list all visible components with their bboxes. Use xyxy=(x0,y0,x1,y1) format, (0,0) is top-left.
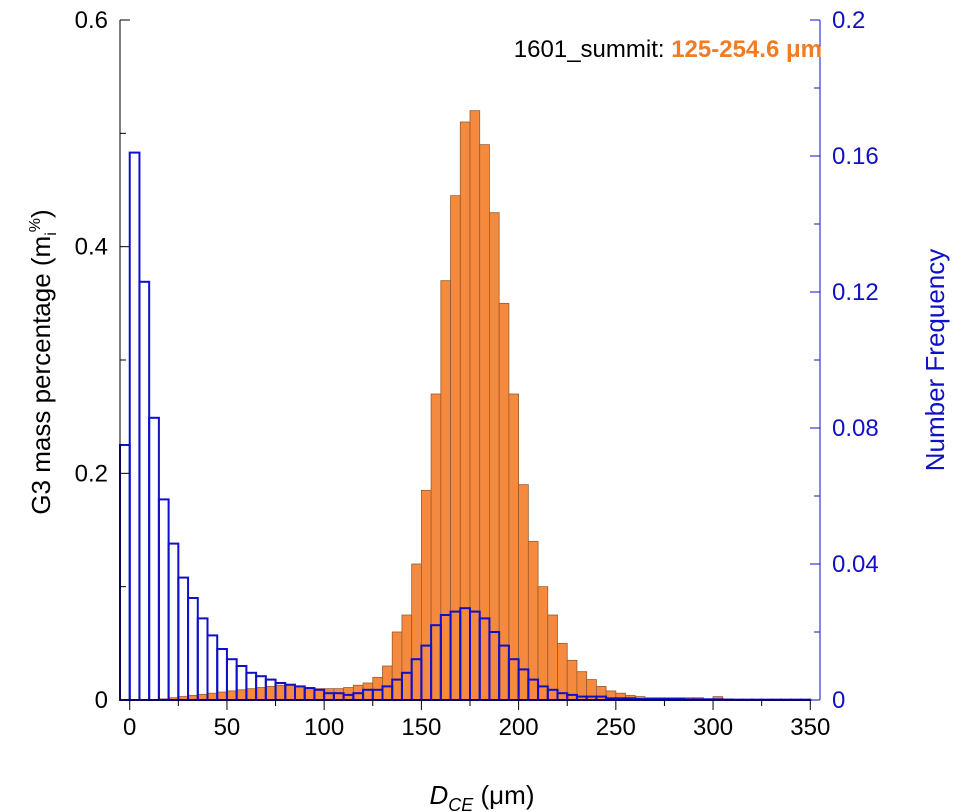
mass-bar xyxy=(265,686,276,701)
annotation-sample: 1601_summit: xyxy=(514,36,671,63)
y-right-tick-label: 0.08 xyxy=(832,415,879,442)
y-axis-left-title: G3 mass percentage (mi%) xyxy=(26,209,60,514)
mass-bar xyxy=(547,614,558,701)
x-axis-title-unit: (μm) xyxy=(473,780,534,810)
y-axis-right-title: Number Frequency xyxy=(920,249,950,472)
x-tick-label: 0 xyxy=(123,714,136,741)
mass-bar xyxy=(479,144,490,701)
mass-bar xyxy=(508,393,520,701)
mass-bar xyxy=(411,563,422,701)
mass-bar xyxy=(382,665,393,701)
x-axis-title: DCE (μm) xyxy=(430,780,535,812)
mass-bar xyxy=(323,688,335,701)
y-right-tick-label: 0.2 xyxy=(832,7,865,34)
number-bar xyxy=(206,634,219,702)
y-left-title-sub: i xyxy=(43,232,60,236)
mass-bar xyxy=(284,684,296,701)
y-right-tick-label: 0.16 xyxy=(832,143,879,170)
x-tick-label: 250 xyxy=(596,714,636,741)
mass-bar xyxy=(518,484,529,701)
mass-bar xyxy=(216,691,228,701)
x-tick-label: 300 xyxy=(693,714,733,741)
number-bar xyxy=(187,597,199,701)
mass-bar xyxy=(343,687,354,701)
mass-bar xyxy=(527,540,539,701)
x-axis-title-main: D xyxy=(430,780,449,810)
x-tick-label: 350 xyxy=(790,714,830,741)
mass-bar xyxy=(294,686,306,701)
x-tick-label: 100 xyxy=(304,714,344,741)
mass-bar xyxy=(450,195,461,701)
x-tick-label: 150 xyxy=(401,714,441,741)
ticks: 0 50 100 150 200 250 300 35000.20.40.600.040.08… xyxy=(75,7,879,741)
y-left-title-main: G3 mass percentage (m xyxy=(26,236,56,515)
mass-bar xyxy=(391,631,403,701)
annotation-size-range: 125-254.6 μm xyxy=(671,36,822,63)
mass-bar xyxy=(275,684,286,701)
mass-bar xyxy=(372,676,383,701)
mass-bar xyxy=(537,586,549,701)
number-bar xyxy=(177,576,190,701)
mass-bar xyxy=(245,688,257,701)
y-left-title-close: ) xyxy=(26,209,56,218)
chart-annotation: 1601_summit: 125-254.6 μm xyxy=(514,36,822,63)
mass-bar xyxy=(304,687,315,701)
mass-bar xyxy=(420,489,432,701)
y-right-tick-label: 0.12 xyxy=(832,279,879,306)
x-tick-label: 200 xyxy=(499,714,539,741)
y-right-tick-label: 0 xyxy=(832,687,845,714)
mass-bar xyxy=(557,642,568,701)
x-tick-label: 50 xyxy=(214,714,241,741)
mass-bar xyxy=(255,687,267,701)
y-left-tick-label: 0.6 xyxy=(75,7,108,34)
y-right-tick-label: 0.04 xyxy=(832,551,879,578)
mass-bar xyxy=(333,688,345,701)
mass-percentage-bars xyxy=(158,110,733,701)
mass-bar xyxy=(236,689,247,701)
mass-bar xyxy=(362,682,374,701)
mass-bar xyxy=(498,302,510,701)
mass-bar xyxy=(226,690,238,701)
y-left-tick-label: 0.2 xyxy=(75,460,108,487)
mass-bar xyxy=(401,614,413,701)
mass-bar xyxy=(489,212,500,701)
number-bar xyxy=(196,617,209,702)
y-left-tick-label: 0.4 xyxy=(75,234,108,261)
mass-bar xyxy=(430,393,442,701)
number-bar xyxy=(138,280,151,701)
number-bar xyxy=(148,416,160,701)
y-left-tick-label: 0 xyxy=(95,687,108,714)
number-bar xyxy=(119,444,131,701)
mass-bar xyxy=(595,686,607,701)
mass-bar xyxy=(459,121,471,701)
mass-bar xyxy=(207,692,218,701)
number-bar xyxy=(167,542,180,701)
mass-bar xyxy=(440,280,451,701)
x-axis-title-sub: CE xyxy=(448,795,474,812)
number-bar xyxy=(128,151,141,702)
number-bar xyxy=(157,498,170,701)
y-left-title-sup: % xyxy=(27,218,44,232)
